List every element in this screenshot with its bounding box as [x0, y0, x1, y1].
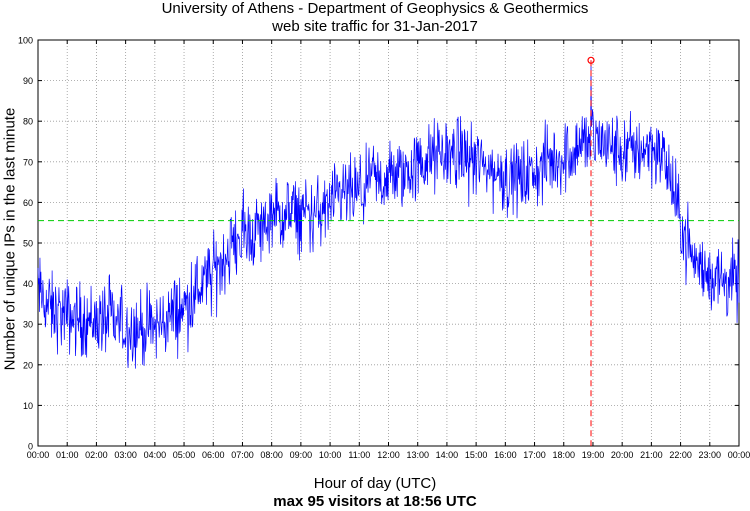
x-tick-label-0: 00:00: [27, 450, 50, 460]
y-tick-label-70: 70: [23, 157, 33, 167]
x-tick-label-23: 23:00: [699, 450, 722, 460]
x-tick-label-21: 21:00: [640, 450, 663, 460]
series-traffic: [37, 60, 740, 369]
x-tick-label-14: 14:00: [436, 450, 459, 460]
x-tick-label-1: 01:00: [56, 450, 79, 460]
y-axis-label: Number of unique IPs in the last minute: [1, 107, 19, 371]
tick-labels: 0 10 20 30 40 50 60 70 80 90 100 00:00 01:00 02:00 03:…: [18, 36, 750, 461]
y-tick-label-100: 100: [18, 36, 33, 46]
x-tick-label-12: 12:00: [377, 450, 400, 460]
reference-lines: [38, 56, 739, 446]
x-tick-label-5: 05:00: [173, 450, 196, 460]
x-tick-label-8: 08:00: [260, 450, 283, 460]
x-tick-label-7: 07:00: [231, 450, 254, 460]
x-tick-label-6: 06:00: [202, 450, 225, 460]
grid: [38, 40, 739, 446]
chart-subtitle: web site traffic for 31-Jan-2017: [272, 18, 478, 35]
plot-frame: [37, 39, 740, 447]
max-marker-point: [587, 56, 595, 64]
x-axis-label: Hour of day (UTC): [313, 475, 437, 492]
y-tick-label-60: 60: [23, 198, 33, 208]
y-tick-label-90: 90: [23, 76, 33, 86]
x-tick-label-3: 03:00: [114, 450, 137, 460]
y-tick-label-40: 40: [23, 279, 33, 289]
y-tick-label-0: 0: [28, 442, 33, 452]
y-tick-label-80: 80: [23, 117, 33, 127]
max-visitors-note: max 95 visitors at 18:56 UTC: [273, 493, 477, 510]
x-tick-label-15: 15:00: [465, 450, 488, 460]
y-tick-label-30: 30: [23, 320, 33, 330]
x-tick-label-16: 16:00: [494, 450, 517, 460]
x-tick-label-19: 19:00: [582, 450, 605, 460]
x-tick-label-18: 18:00: [552, 450, 575, 460]
y-tick-label-10: 10: [23, 401, 33, 411]
x-tick-label-22: 22:00: [669, 450, 692, 460]
x-tick-label-24: 00:00: [728, 450, 750, 460]
x-tick-label-13: 13:00: [406, 450, 429, 460]
x-tick-label-9: 09:00: [290, 450, 313, 460]
x-tick-label-17: 17:00: [523, 450, 546, 460]
y-tick-label-50: 50: [23, 239, 33, 249]
x-tick-label-4: 04:00: [144, 450, 167, 460]
x-tick-label-11: 11:00: [348, 450, 370, 460]
series-line-traffic: [37, 60, 740, 369]
x-tick-label-10: 10:00: [319, 450, 342, 460]
y-tick-label-20: 20: [23, 360, 33, 370]
x-tick-label-20: 20:00: [611, 450, 634, 460]
chart-title: University of Athens - Department of Geo…: [161, 0, 589, 17]
x-tick-label-2: 02:00: [85, 450, 108, 460]
